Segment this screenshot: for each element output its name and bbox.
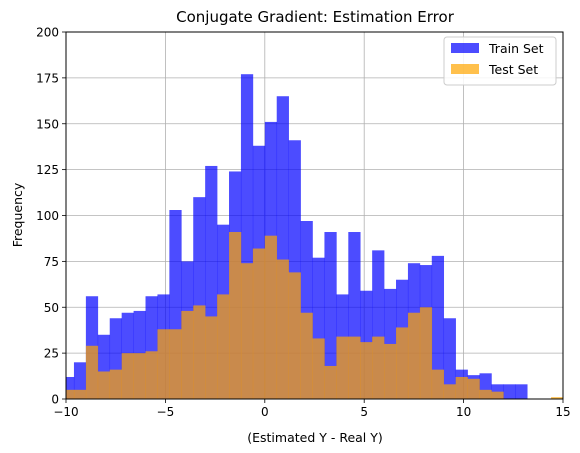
y-tick-label: 150: [36, 117, 59, 131]
test-bar: [443, 384, 456, 399]
test-bar: [205, 316, 218, 399]
test-bar: [229, 232, 242, 399]
legend-label-test: Test Set: [488, 62, 538, 77]
test-bar: [419, 307, 433, 399]
y-tick-label: 75: [44, 255, 59, 269]
test-bar: [276, 259, 289, 399]
test-bar: [181, 310, 194, 399]
y-tick-label: 25: [44, 347, 59, 361]
test-bar: [312, 338, 325, 399]
test-bar: [551, 397, 564, 399]
legend-label-train: Train Set: [488, 41, 544, 56]
y-axis-label: Frequency: [10, 182, 25, 247]
train-bar: [66, 376, 75, 399]
x-tick-label: 15: [555, 405, 570, 419]
test-bar: [193, 305, 206, 399]
x-tick-label: 5: [360, 405, 368, 419]
test-bar: [455, 376, 468, 399]
test-bar: [145, 351, 158, 399]
test-bar: [300, 312, 313, 399]
test-bar: [360, 342, 373, 399]
chart-title: Conjugate Gradient: Estimation Error: [176, 8, 455, 26]
test-bar: [264, 235, 278, 399]
test-bar: [252, 248, 266, 399]
test-bar: [288, 272, 301, 399]
legend: Train Set Test Set: [443, 36, 557, 86]
x-axis-label: (Estimated Y - Real Y): [247, 430, 383, 445]
test-bar: [66, 389, 75, 399]
test-set-bars: [66, 232, 564, 400]
test-bar: [491, 391, 504, 399]
train-bar: [443, 318, 456, 399]
test-bar: [85, 345, 99, 399]
test-bar: [407, 312, 421, 399]
train-bar: [324, 232, 337, 399]
y-tick-label: 175: [36, 71, 59, 85]
train-bar: [503, 384, 516, 399]
test-bar: [240, 263, 254, 399]
train-bar: [431, 255, 445, 399]
y-axis-ticks: 0 25 50 75 100 125 150 175 200: [36, 26, 66, 407]
test-bar: [336, 336, 349, 399]
test-bar: [324, 365, 337, 399]
x-axis-ticks: −10 −5 0 5 10 15: [53, 399, 571, 419]
test-bar: [109, 369, 122, 399]
test-bar: [133, 353, 146, 400]
test-bar: [73, 389, 87, 399]
test-bar: [479, 389, 492, 399]
test-bar: [384, 343, 397, 399]
legend-swatch-train: [451, 43, 479, 53]
test-bar: [372, 336, 385, 399]
y-tick-label: 50: [44, 301, 59, 315]
test-bar: [169, 329, 182, 399]
test-bar: [348, 336, 361, 399]
x-tick-label: 0: [261, 405, 269, 419]
test-bar: [396, 327, 409, 399]
test-bar: [467, 378, 480, 399]
test-bar: [157, 329, 170, 399]
y-tick-label: 125: [36, 163, 59, 177]
x-tick-label: 10: [456, 405, 471, 419]
train-bar: [515, 384, 528, 399]
y-tick-label: 100: [36, 209, 59, 223]
test-bar: [217, 294, 230, 399]
y-tick-label: 200: [36, 26, 59, 40]
test-bar: [97, 371, 111, 399]
x-tick-label: −10: [53, 405, 78, 419]
y-tick-label: 0: [51, 393, 59, 407]
test-bar: [431, 369, 445, 399]
test-bar: [121, 353, 134, 400]
legend-swatch-test: [451, 64, 479, 74]
x-tick-label: −5: [157, 405, 175, 419]
